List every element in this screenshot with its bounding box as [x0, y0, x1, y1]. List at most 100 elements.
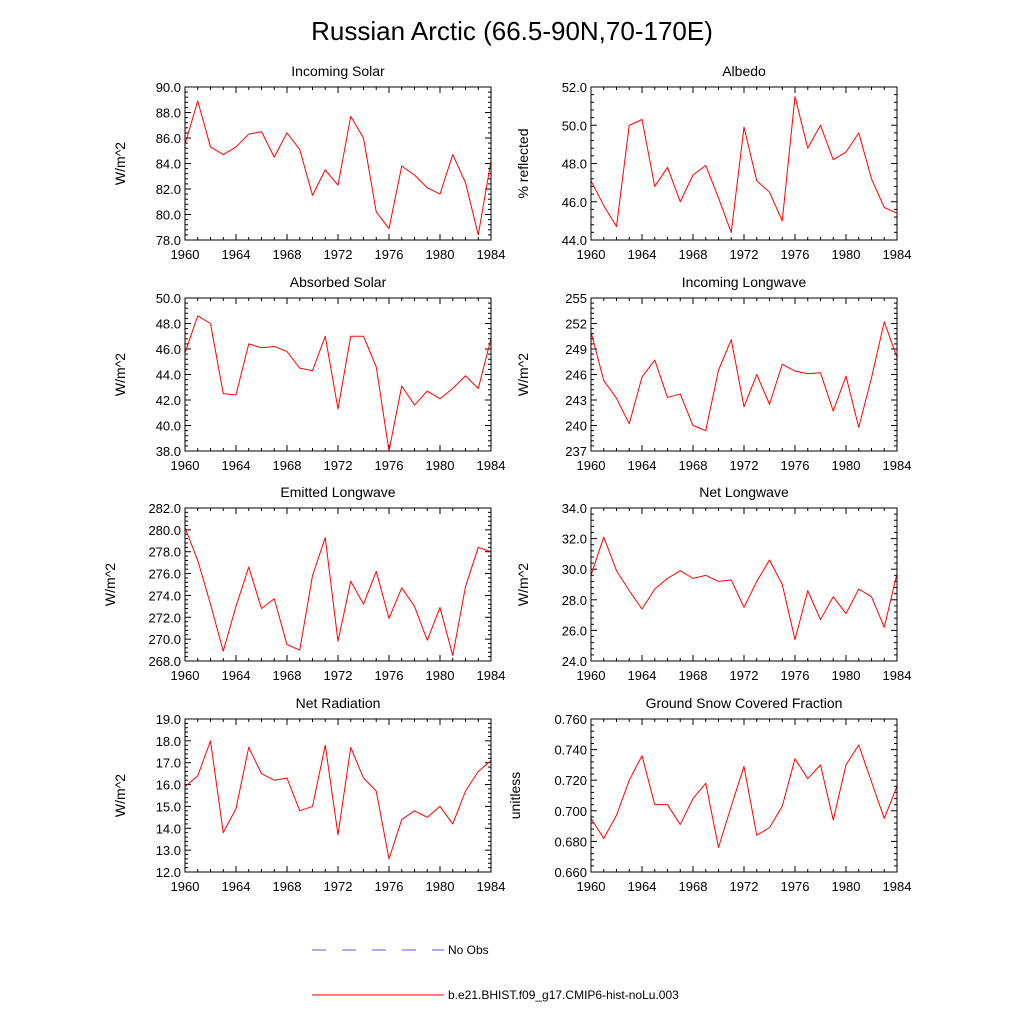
y-tick-label: 48.0	[156, 317, 181, 332]
y-tick-label: 12.0	[156, 865, 181, 880]
x-tick-label: 1984	[883, 668, 912, 683]
y-tick-label: 52.0	[562, 80, 587, 95]
x-tick-label: 1980	[426, 879, 455, 894]
y-tick-label: 15.0	[156, 799, 181, 814]
y-tick-label: 274.0	[148, 588, 181, 603]
panel-title: Incoming Longwave	[682, 274, 807, 290]
y-tick-label: 26.0	[562, 623, 587, 638]
x-tick-label: 1968	[273, 247, 302, 262]
x-tick-label: 1984	[883, 879, 912, 894]
x-tick-label: 1960	[171, 247, 200, 262]
x-tick-label: 1984	[883, 458, 912, 473]
plot-frame	[590, 297, 898, 452]
y-tick-label: 282.0	[148, 501, 181, 516]
plot-frame	[590, 718, 898, 873]
x-tick-label: 1976	[781, 458, 810, 473]
x-tick-label: 1960	[577, 879, 606, 894]
panel-incoming-solar: Incoming Solar W/m^2 1960 1964 1968 1972 1976 1…	[112, 63, 505, 262]
y-tick-label: 13.0	[156, 843, 181, 858]
x-tick-label: 1968	[679, 247, 708, 262]
y-tick-label: 90.0	[156, 80, 181, 95]
y-tick-label: 270.0	[148, 632, 181, 647]
y-tick-label: 0.660	[554, 865, 587, 880]
x-tick-label: 1984	[477, 247, 506, 262]
series-line	[590, 321, 898, 432]
y-axis-label: W/m^2	[515, 563, 531, 606]
x-tick-label: 1976	[781, 668, 810, 683]
series-line	[590, 744, 898, 849]
panel-ground-snow-covered-fraction: Ground Snow Covered Fraction unitless 1960…	[507, 695, 911, 894]
y-tick-label: 82.0	[156, 182, 181, 197]
series-line	[184, 100, 492, 236]
y-tick-label: 0.680	[554, 834, 587, 849]
x-tick-label: 1960	[171, 668, 200, 683]
x-tick-label: 1984	[477, 879, 506, 894]
y-tick-label: 46.0	[562, 195, 587, 210]
x-tick-label: 1984	[477, 458, 506, 473]
x-tick-label: 1976	[781, 879, 810, 894]
y-tick-label: 0.740	[554, 743, 587, 758]
y-axis-label: % reflected	[515, 128, 531, 198]
x-tick-label: 1964	[222, 879, 251, 894]
y-tick-label: 278.0	[148, 545, 181, 560]
panel-albedo: Albedo % reflected 1960 1964 1968 1972 1976 198…	[515, 63, 911, 262]
y-tick-label: 38.0	[156, 444, 181, 459]
y-tick-label: 50.0	[562, 118, 587, 133]
y-tick-label: 28.0	[562, 593, 587, 608]
x-tick-label: 1976	[781, 247, 810, 262]
panel-absorbed-solar: Absorbed Solar W/m^2 1960 1964 1968 1972 1976 1…	[112, 274, 505, 473]
y-axis-label: unitless	[507, 772, 523, 819]
y-tick-label: 48.0	[562, 157, 587, 172]
y-tick-label: 0.720	[554, 773, 587, 788]
x-tick-label: 1984	[477, 668, 506, 683]
x-tick-label: 1968	[679, 458, 708, 473]
y-tick-label: 84.0	[156, 157, 181, 172]
x-tick-label: 1960	[577, 668, 606, 683]
series-line	[184, 527, 492, 657]
panel-net-longwave: Net Longwave W/m^2 1960 1964 1968 1972 1976 198…	[515, 484, 911, 683]
x-tick-label: 1976	[375, 668, 404, 683]
y-axis-label: W/m^2	[112, 353, 128, 396]
x-tick-label: 1976	[375, 247, 404, 262]
y-tick-label: 80.0	[156, 208, 181, 223]
y-tick-label: 272.0	[148, 610, 181, 625]
y-tick-label: 252	[565, 317, 587, 332]
x-tick-label: 1972	[324, 668, 353, 683]
y-tick-label: 280.0	[148, 523, 181, 538]
y-tick-label: 268.0	[148, 654, 181, 669]
panel-title: Ground Snow Covered Fraction	[646, 695, 843, 711]
panel-incoming-longwave: Incoming Longwave W/m^2 1960 1964 1968 1972 19…	[515, 274, 911, 473]
y-tick-label: 249	[565, 342, 587, 357]
series-line	[184, 740, 492, 860]
x-tick-label: 1976	[375, 879, 404, 894]
figure-title: Russian Arctic (66.5-90N,70-170E)	[311, 16, 713, 46]
x-tick-label: 1972	[730, 879, 759, 894]
y-tick-label: 276.0	[148, 567, 181, 582]
x-tick-label: 1964	[222, 458, 251, 473]
y-tick-label: 24.0	[562, 654, 587, 669]
y-tick-label: 17.0	[156, 756, 181, 771]
y-axis-label: W/m^2	[102, 563, 118, 606]
x-tick-label: 1972	[324, 247, 353, 262]
x-tick-label: 1960	[577, 247, 606, 262]
x-tick-label: 1964	[222, 668, 251, 683]
y-tick-label: 16.0	[156, 778, 181, 793]
x-tick-label: 1976	[375, 458, 404, 473]
x-tick-label: 1972	[324, 879, 353, 894]
plot-frame	[590, 86, 898, 241]
x-tick-label: 1968	[273, 458, 302, 473]
y-tick-label: 46.0	[156, 342, 181, 357]
y-tick-label: 86.0	[156, 131, 181, 146]
y-tick-label: 0.700	[554, 804, 587, 819]
x-tick-label: 1980	[832, 668, 861, 683]
series-line	[590, 96, 898, 233]
panel-net-radiation: Net Radiation W/m^2 1960 1964 1968 1972 1976 19…	[112, 695, 505, 894]
x-tick-label: 1964	[628, 247, 657, 262]
y-tick-label: 78.0	[156, 233, 181, 248]
y-axis-label: W/m^2	[112, 142, 128, 185]
x-tick-label: 1964	[628, 879, 657, 894]
x-tick-label: 1980	[426, 458, 455, 473]
y-tick-label: 240	[565, 419, 587, 434]
y-tick-label: 14.0	[156, 821, 181, 836]
